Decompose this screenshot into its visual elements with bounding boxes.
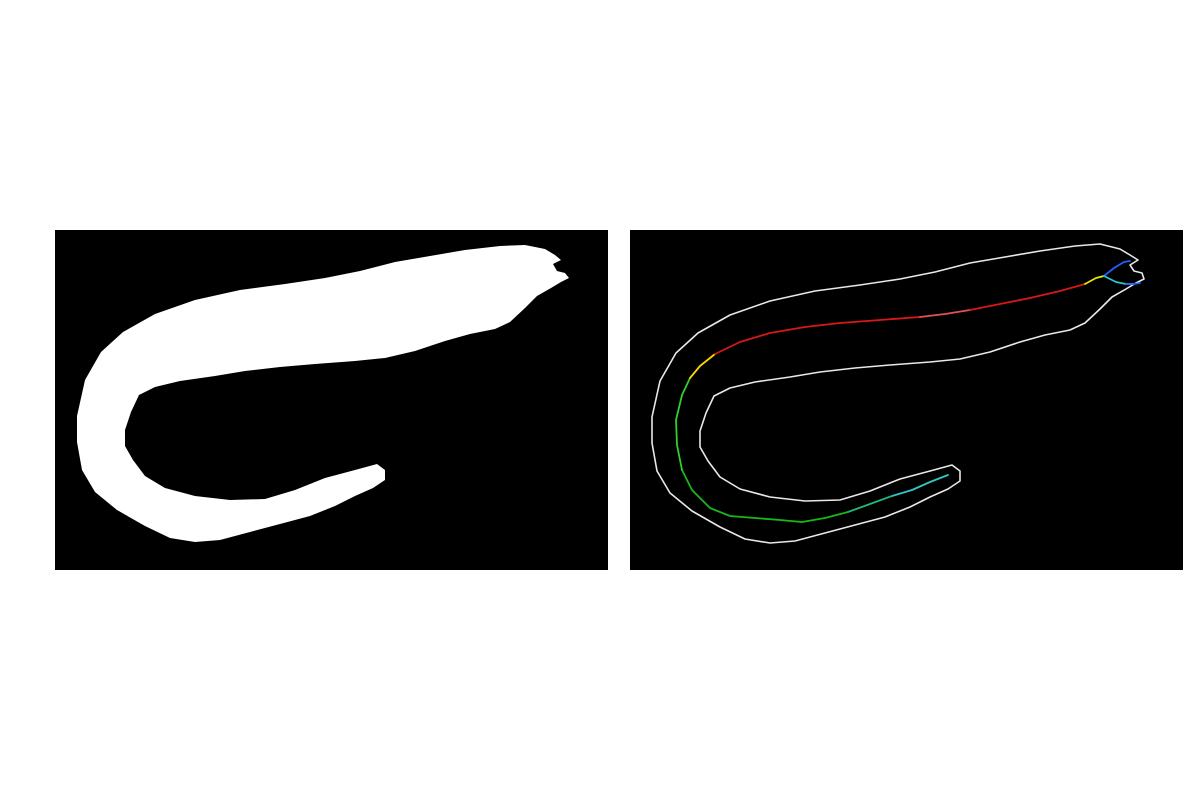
midline-bottom-segment	[681, 469, 849, 523]
midline-highlight-segment	[919, 309, 971, 318]
midline-bend-segment	[689, 353, 716, 379]
midline-lower-segment	[847, 495, 893, 513]
skeleton-image	[630, 230, 1183, 570]
midline-head-segment	[1084, 275, 1105, 285]
midline-curve-segment	[675, 377, 691, 471]
midline-upper-jaw	[1103, 260, 1131, 277]
midline-body-segment	[714, 316, 921, 355]
midline-lower-jaw-tip	[1125, 282, 1141, 285]
midline	[675, 260, 1141, 523]
mask-panel	[55, 230, 608, 570]
midline-tail-segment	[891, 474, 949, 497]
mask-image	[55, 230, 608, 570]
eel-contour	[651, 243, 1145, 544]
eel-silhouette	[77, 245, 569, 542]
midline-neck-segment	[969, 283, 1086, 311]
skeleton-panel	[630, 230, 1183, 570]
